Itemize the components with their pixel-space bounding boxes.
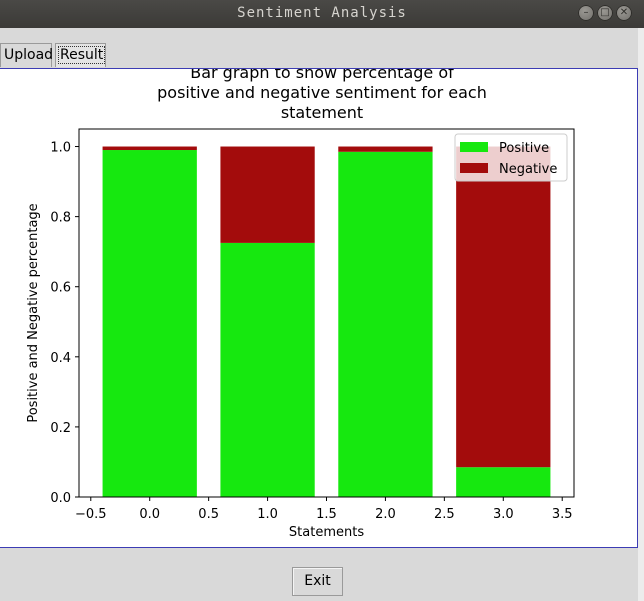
- tab-upload-label: Upload: [4, 47, 54, 63]
- legend-label-negative: Negative: [499, 162, 557, 177]
- x-tick-label: 3.0: [493, 507, 514, 522]
- x-tick-label: 3.5: [552, 507, 573, 522]
- bar-negative: [220, 146, 315, 243]
- legend-swatch-positive: [460, 142, 488, 152]
- x-tick-label: 0.5: [198, 507, 219, 522]
- bar-positive: [338, 151, 433, 497]
- y-axis-label: Positive and Negative percentage: [26, 203, 41, 422]
- y-tick-label: 1.0: [50, 141, 71, 156]
- title-bar[interactable]: Sentiment Analysis – □ ✕: [0, 0, 644, 28]
- exit-button[interactable]: Exit: [292, 567, 343, 596]
- x-tick-label: 0.0: [139, 507, 160, 522]
- window-title: Sentiment Analysis: [237, 5, 407, 21]
- x-tick-label: −0.5: [75, 507, 107, 522]
- sentiment-bar-chart: Bar graph to show percentage ofpositive …: [26, 69, 575, 540]
- bar-positive: [102, 150, 197, 497]
- x-tick-label: 1.0: [257, 507, 278, 522]
- x-axis-label: Statements: [289, 525, 364, 540]
- x-tick-label: 2.0: [375, 507, 396, 522]
- minimize-button[interactable]: –: [578, 5, 594, 21]
- bar-negative: [338, 146, 433, 152]
- chart-title-line: Bar graph to show percentage of: [190, 69, 454, 82]
- tab-result-label: Result: [57, 46, 106, 64]
- tab-upload[interactable]: Upload: [0, 43, 54, 67]
- legend-swatch-negative: [460, 163, 488, 173]
- y-tick-label: 0.6: [50, 281, 71, 296]
- chart-title-line: positive and negative sentiment for each: [157, 83, 487, 102]
- x-tick-label: 1.5: [316, 507, 337, 522]
- y-tick-label: 0.0: [50, 491, 71, 506]
- bar-positive: [220, 242, 315, 497]
- chart-title-line: statement: [281, 103, 363, 122]
- maximize-button[interactable]: □: [597, 5, 613, 21]
- close-button[interactable]: ✕: [616, 5, 632, 21]
- x-tick-label: 2.5: [434, 507, 455, 522]
- result-panel: Bar graph to show percentage of positive …: [0, 68, 638, 548]
- legend-label-positive: Positive: [499, 141, 549, 156]
- y-tick-label: 0.4: [50, 351, 71, 366]
- y-tick-label: 0.2: [50, 421, 71, 436]
- tab-result[interactable]: Result: [55, 43, 106, 67]
- bar-positive: [456, 467, 551, 497]
- bar-negative: [102, 146, 197, 151]
- window-edge: [638, 28, 644, 601]
- y-tick-label: 0.8: [50, 211, 71, 226]
- bar-negative: [456, 146, 551, 468]
